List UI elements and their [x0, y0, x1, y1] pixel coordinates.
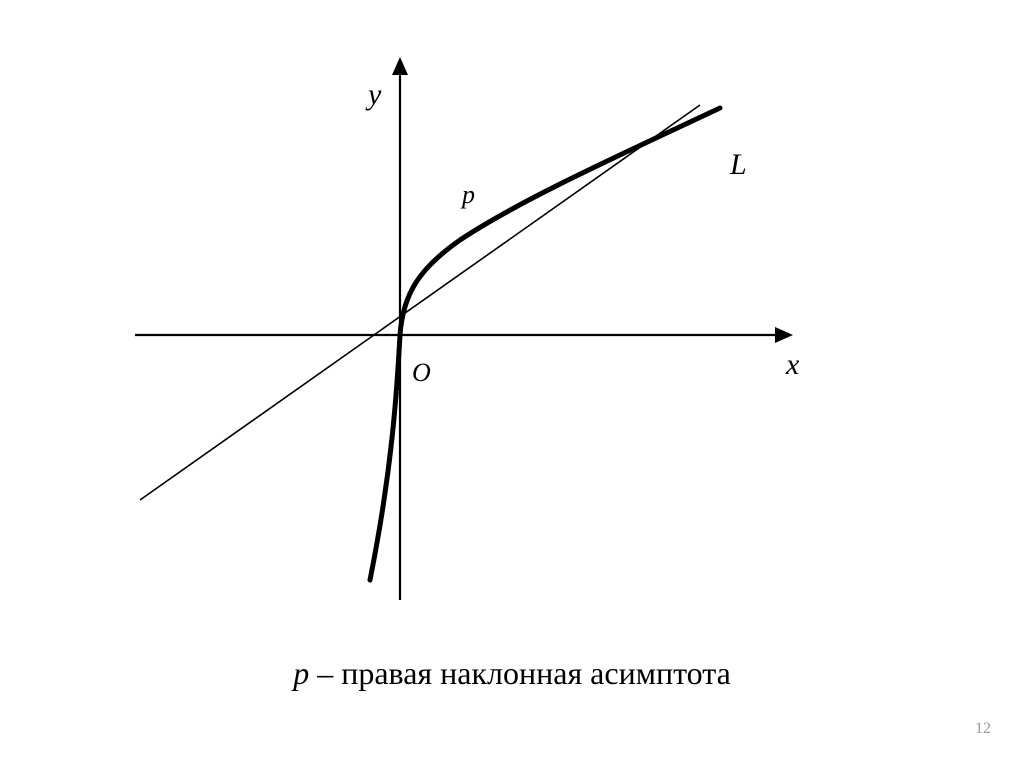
curve-label: L — [730, 148, 747, 182]
asymptote-line — [140, 105, 700, 500]
caption-prefix: p — [293, 655, 309, 691]
asymptote-label: p — [462, 180, 475, 210]
x-axis-label: x — [786, 348, 799, 382]
diagram-svg — [0, 0, 1024, 767]
origin-label: O — [412, 358, 431, 388]
y-axis-label: y — [368, 78, 381, 112]
caption: p – правая наклонная асимптота — [0, 655, 1024, 692]
x-axis-arrowhead — [775, 327, 793, 343]
y-axis-arrowhead — [392, 57, 408, 75]
caption-rest: – правая наклонная асимптота — [309, 655, 731, 691]
curve-L — [370, 108, 720, 580]
page-number: 12 — [975, 720, 991, 738]
